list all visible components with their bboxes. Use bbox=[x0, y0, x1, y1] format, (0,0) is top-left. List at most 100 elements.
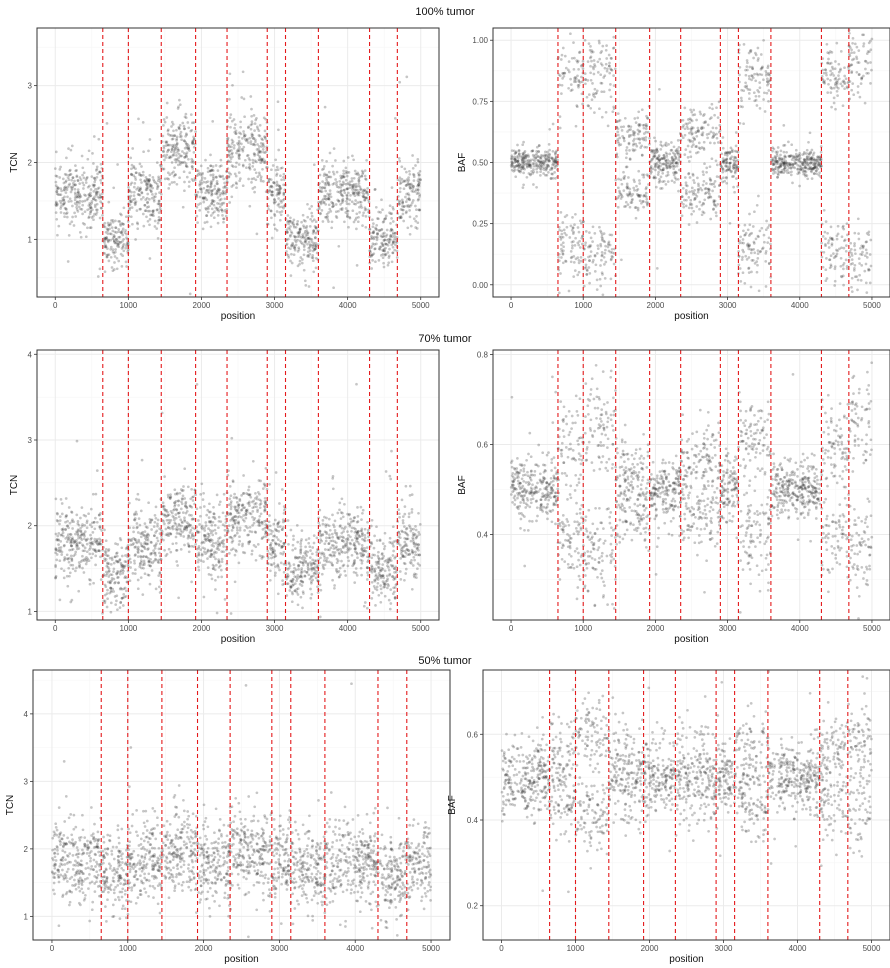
data-point bbox=[230, 164, 234, 167]
data-point bbox=[542, 168, 546, 171]
data-point bbox=[786, 164, 790, 168]
data-point bbox=[677, 189, 680, 193]
data-point bbox=[654, 163, 658, 166]
data-point bbox=[853, 248, 857, 252]
data-point bbox=[303, 239, 307, 243]
data-point bbox=[662, 162, 666, 166]
data-point bbox=[173, 521, 177, 525]
data-point bbox=[146, 179, 149, 183]
data-point bbox=[340, 193, 343, 196]
data-point bbox=[653, 149, 657, 153]
data-point bbox=[369, 246, 373, 250]
data-point bbox=[150, 541, 153, 544]
data-point bbox=[696, 176, 699, 180]
data-point bbox=[418, 195, 421, 198]
data-point bbox=[56, 549, 59, 553]
data-point bbox=[59, 548, 63, 552]
data-point bbox=[410, 189, 414, 193]
data-point bbox=[381, 256, 385, 260]
data-point bbox=[623, 175, 627, 178]
data-point bbox=[181, 521, 184, 525]
data-point bbox=[410, 184, 414, 187]
data-point bbox=[320, 190, 324, 193]
data-point bbox=[510, 168, 514, 172]
data-point bbox=[671, 161, 675, 165]
data-point bbox=[654, 176, 658, 180]
data-point bbox=[65, 212, 68, 216]
data-point bbox=[157, 558, 160, 562]
data-point bbox=[150, 518, 153, 522]
data-point bbox=[516, 143, 519, 147]
data-point bbox=[177, 504, 180, 507]
data-point bbox=[65, 557, 69, 560]
data-point bbox=[377, 259, 381, 262]
data-point bbox=[721, 136, 725, 139]
data-point bbox=[551, 156, 554, 160]
data-point bbox=[548, 148, 551, 152]
data-point bbox=[637, 110, 641, 114]
data-point bbox=[637, 194, 640, 198]
data-point bbox=[742, 241, 745, 245]
data-point bbox=[74, 550, 78, 554]
data-point bbox=[210, 168, 214, 172]
data-point bbox=[396, 178, 400, 182]
data-point bbox=[80, 538, 84, 541]
data-point bbox=[373, 187, 377, 191]
data-point bbox=[657, 159, 661, 163]
data-point bbox=[770, 167, 774, 171]
data-point bbox=[67, 566, 71, 570]
data-point bbox=[178, 103, 182, 107]
data-point bbox=[145, 533, 149, 537]
data-point bbox=[209, 214, 213, 217]
data-point bbox=[390, 228, 393, 232]
data-point bbox=[129, 215, 133, 219]
data-point bbox=[330, 200, 333, 204]
data-point bbox=[183, 518, 186, 522]
data-point bbox=[165, 140, 169, 144]
data-point bbox=[812, 158, 816, 162]
data-point bbox=[137, 193, 141, 197]
data-point bbox=[200, 178, 204, 182]
data-point bbox=[767, 73, 770, 76]
data-point bbox=[67, 173, 71, 177]
data-point bbox=[76, 200, 79, 204]
data-point bbox=[588, 17, 591, 20]
data-point bbox=[705, 182, 708, 185]
data-point bbox=[147, 180, 151, 183]
data-point bbox=[744, 81, 747, 85]
data-point bbox=[812, 166, 816, 170]
data-point bbox=[95, 537, 99, 541]
data-point bbox=[633, 148, 637, 152]
data-point bbox=[54, 576, 58, 579]
data-point bbox=[684, 188, 688, 192]
data-point bbox=[164, 527, 168, 531]
data-point bbox=[293, 236, 297, 239]
data-point bbox=[54, 574, 58, 578]
data-point bbox=[150, 213, 154, 217]
data-point bbox=[745, 84, 749, 88]
data-point bbox=[836, 232, 840, 236]
data-point bbox=[314, 266, 318, 270]
data-point bbox=[218, 205, 222, 209]
data-point bbox=[212, 177, 215, 180]
data-point bbox=[537, 159, 541, 163]
data-point bbox=[414, 204, 417, 208]
data-point bbox=[95, 540, 99, 543]
data-point bbox=[641, 123, 645, 127]
data-point bbox=[547, 143, 551, 146]
data-point bbox=[676, 177, 680, 181]
data-point bbox=[311, 219, 314, 223]
data-point bbox=[607, 64, 611, 68]
data-point bbox=[78, 196, 81, 199]
data-point bbox=[76, 193, 80, 197]
data-point bbox=[388, 237, 392, 241]
data-point bbox=[640, 154, 644, 157]
data-point bbox=[608, 243, 612, 247]
data-point bbox=[142, 566, 145, 570]
data-point bbox=[620, 195, 624, 199]
data-point bbox=[516, 164, 520, 168]
data-point bbox=[89, 507, 93, 511]
data-point bbox=[401, 201, 405, 204]
data-point bbox=[534, 156, 537, 160]
data-point bbox=[557, 255, 560, 259]
